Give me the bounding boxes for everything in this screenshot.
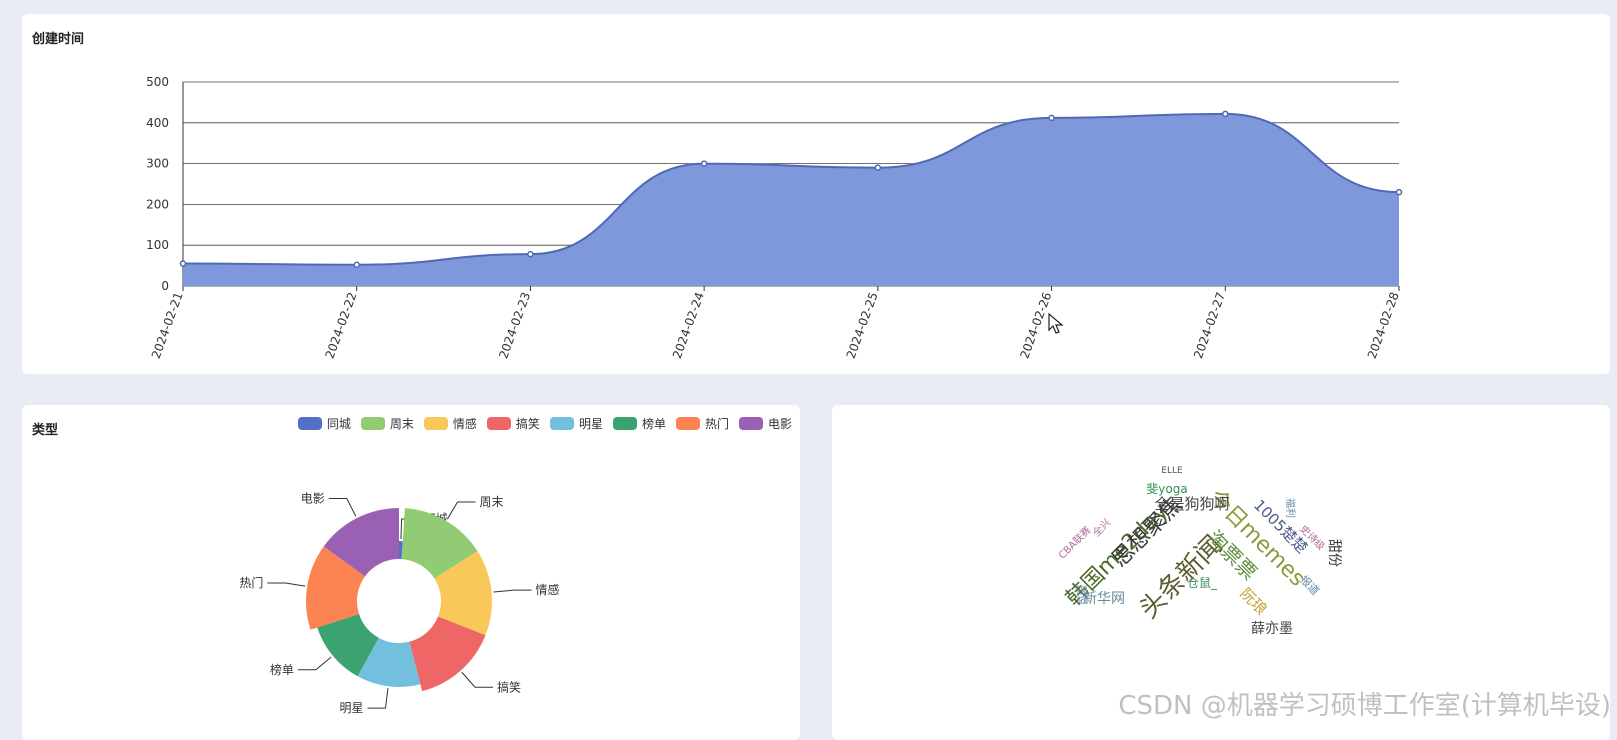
legend-swatch <box>549 417 574 430</box>
legend-item[interactable]: 同城 <box>297 415 351 432</box>
y-tick-label: 500 <box>146 75 169 89</box>
y-tick-label: 0 <box>161 279 169 293</box>
word-cloud-word: 阮琅 <box>1237 584 1271 618</box>
pie-slice <box>317 613 379 677</box>
legend-label: 情感 <box>452 417 477 431</box>
legend-item[interactable]: 搞笑 <box>486 415 540 432</box>
pie-leader-line <box>446 501 476 520</box>
x-tick-label: 2024-02-23 <box>496 290 533 360</box>
pie-leader-line <box>328 498 357 517</box>
y-tick-label: 300 <box>146 157 169 171</box>
legend-swatch <box>423 417 448 430</box>
legend-swatch <box>360 417 385 430</box>
pie-slice <box>305 546 366 630</box>
area-line <box>182 112 1400 266</box>
legend-item[interactable]: 榜单 <box>612 415 666 432</box>
pie-label: 热门 <box>239 575 263 590</box>
word-cloud-word: 图说 <box>1075 585 1088 605</box>
pie-slice <box>409 616 486 692</box>
legend-label: 搞笑 <box>515 417 540 431</box>
data-point <box>1395 188 1403 196</box>
word-cloud-word: 薛亦墨 <box>1251 621 1293 637</box>
watermark: CSDN @机器学习硕博工作室(计算机毕设) <box>1118 691 1611 721</box>
data-point <box>179 260 187 267</box>
legend-item[interactable]: 情感 <box>423 415 477 432</box>
word-cloud-word: 福利 <box>1284 498 1297 518</box>
legend-label: 热门 <box>704 417 729 431</box>
created-time-area-chart: 0 100 200 300 400 500 2024-02-21 2024-02-22 2024… <box>146 75 1403 361</box>
mouse-cursor-icon <box>1048 313 1064 334</box>
y-tick-label: 400 <box>146 116 169 130</box>
data-point <box>874 164 882 171</box>
legend-item[interactable]: 明星 <box>549 415 603 432</box>
legend-label: 榜单 <box>641 417 666 431</box>
pie-leader-line <box>461 671 494 688</box>
word-cloud-word: 斐yoga <box>1146 482 1187 496</box>
y-tick-label: 200 <box>146 197 169 211</box>
y-tick-label: 100 <box>146 238 169 252</box>
pie-label: 情感 <box>535 582 559 597</box>
legend-label: 明星 <box>578 417 603 431</box>
data-point <box>353 261 360 269</box>
word-cloud-word: CBA联赛 <box>1056 524 1094 562</box>
legend-swatch <box>486 417 511 430</box>
type-title: 类型 <box>32 423 59 438</box>
x-tick-label: 2024-02-27 <box>1191 290 1228 360</box>
pie-slice <box>323 508 399 577</box>
pie-slice <box>357 637 421 687</box>
word-cloud-word: 全兴 <box>1090 516 1113 539</box>
pie-label: 明星 <box>339 701 363 715</box>
legend-item[interactable]: 周末 <box>360 415 414 432</box>
pie-label: 电影 <box>301 492 325 506</box>
word-cloud-card: 头条新闻 韩国me2day 今日memes 思想聚焦 淘票票 1005楚楚 全是狗狗啊 新华网… <box>832 405 1610 740</box>
legend-item[interactable]: 热门 <box>675 415 729 432</box>
x-tick-label: 2024-02-24 <box>670 290 707 360</box>
legend-label: 同城 <box>326 417 351 431</box>
created-time-card: 创建时间 0 100 200 300 400 500 2024-02-21 2024-02-2… <box>22 14 1610 374</box>
created-time-title: 创建时间 <box>32 32 85 47</box>
legend-item[interactable]: 电影 <box>738 415 792 432</box>
legend-label: 电影 <box>767 417 792 431</box>
pie-leader-line <box>297 656 332 671</box>
area-fill <box>183 113 1399 286</box>
x-tick-label: 2024-02-25 <box>844 290 881 360</box>
x-tick-label: 2024-02-21 <box>149 290 186 360</box>
type-legend: 同城 周末 情感 搞笑 明星 榜单 热门 电影 <box>297 415 792 432</box>
pie-slice <box>401 508 478 579</box>
x-tick-label: 2024-02-28 <box>1365 290 1402 360</box>
pie-label: 搞笑 <box>497 679 521 694</box>
word-cloud-word: 甜份 <box>1326 539 1342 567</box>
pie-leader-line <box>367 688 389 709</box>
pie-slice <box>434 551 492 636</box>
legend-swatch <box>612 417 637 430</box>
pie-slice <box>399 541 403 560</box>
legend-swatch <box>297 417 322 430</box>
legend-swatch <box>675 417 700 430</box>
word-cloud-word: ELLE <box>1161 466 1183 476</box>
word-cloud-word: 新华网 <box>1083 591 1125 607</box>
data-point <box>700 160 708 167</box>
word-cloud-word: 全是狗狗啊 <box>1154 495 1229 513</box>
pie-leader-line <box>493 589 532 593</box>
pie-label: 榜单 <box>270 662 294 677</box>
legend-swatch <box>738 417 763 430</box>
legend-label: 周末 <box>389 417 414 431</box>
pie-leader-line <box>267 582 306 587</box>
data-point <box>1048 114 1055 122</box>
data-point <box>527 250 534 258</box>
data-point <box>1222 110 1229 118</box>
pie-label: 周末 <box>480 495 504 509</box>
word-cloud-word: 仓鼠_ <box>1187 576 1218 590</box>
x-tick-label: 2024-02-22 <box>323 290 360 360</box>
